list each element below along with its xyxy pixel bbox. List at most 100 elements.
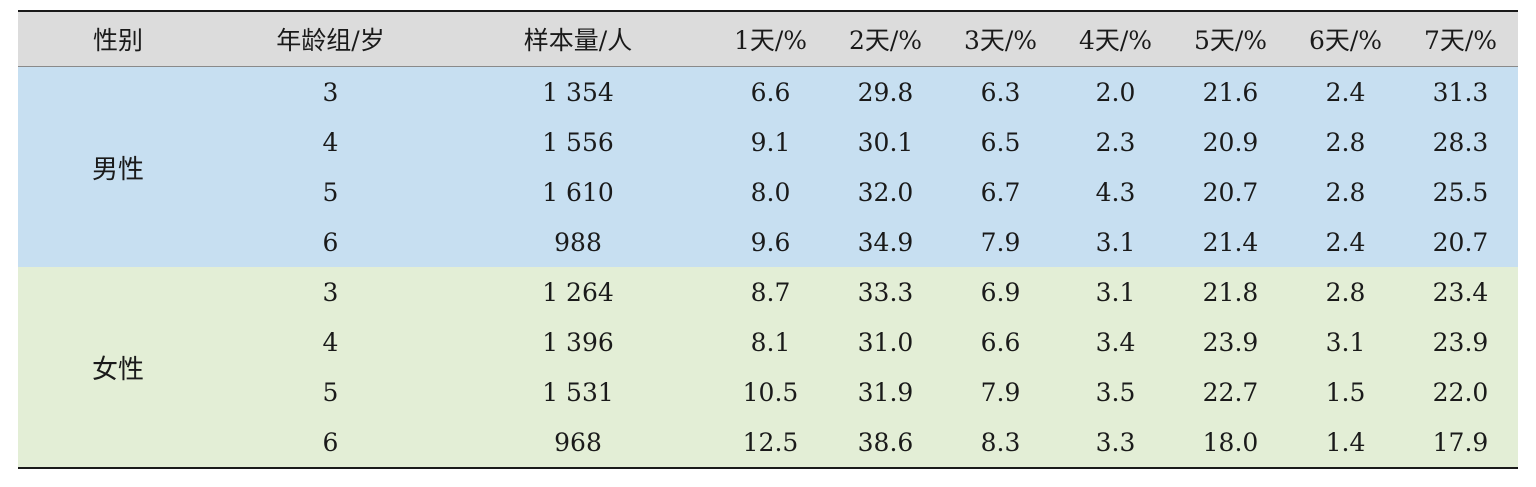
header-day-1: 1天/% — [733, 26, 808, 55]
day-5-cell: 18.0 — [1202, 427, 1259, 457]
table-row: 3 1 354 6.6 29.8 6.3 2.0 21.6 2.4 31.3 — [218, 67, 1518, 117]
day-4-cell: 3.3 — [1095, 427, 1136, 457]
header-day-4: 4天/% — [1078, 26, 1153, 55]
day-1-cell: 12.5 — [742, 427, 799, 457]
day-5-cell: 21.8 — [1202, 277, 1259, 307]
day-4-cell: 3.1 — [1095, 277, 1136, 307]
day-5-cell: 20.7 — [1202, 177, 1259, 207]
sample-cell: 968 — [554, 427, 602, 457]
day-5-cell: 22.7 — [1202, 377, 1259, 407]
day-4-cell: 3.4 — [1095, 327, 1136, 357]
age-cell: 3 — [322, 77, 339, 107]
table-row: 5 1 610 8.0 32.0 6.7 4.3 20.7 2.8 25.5 — [218, 167, 1518, 217]
sample-cell: 1 610 — [542, 177, 614, 207]
age-cell: 4 — [322, 327, 339, 357]
day-6-cell: 2.4 — [1325, 227, 1366, 257]
header-day-6: 6天/% — [1308, 26, 1383, 55]
day-7-cell: 23.9 — [1432, 327, 1489, 357]
day-6-cell: 2.8 — [1325, 177, 1366, 207]
day-3-cell: 6.5 — [980, 127, 1021, 157]
day-4-cell: 2.0 — [1095, 77, 1136, 107]
day-7-cell: 20.7 — [1432, 227, 1489, 257]
day-2-cell: 33.3 — [857, 277, 914, 307]
day-4-cell: 2.3 — [1095, 127, 1136, 157]
day-3-cell: 6.6 — [980, 327, 1021, 357]
sample-cell: 988 — [554, 227, 602, 257]
day-6-cell: 3.1 — [1325, 327, 1366, 357]
header-day-5: 5天/% — [1193, 26, 1268, 55]
day-3-cell: 7.9 — [980, 227, 1021, 257]
age-cell: 3 — [322, 277, 339, 307]
group-male: 男性 3 1 354 6.6 29.8 6.3 2.0 21.6 2.4 31.… — [18, 67, 1518, 267]
sample-cell: 1 531 — [542, 377, 614, 407]
day-6-cell: 2.8 — [1325, 277, 1366, 307]
day-1-cell: 10.5 — [742, 377, 799, 407]
day-5-cell: 20.9 — [1202, 127, 1259, 157]
header-sex: 性别 — [92, 26, 143, 55]
sample-cell: 1 556 — [542, 127, 614, 157]
age-cell: 6 — [322, 427, 339, 457]
table-header: 性别 年龄组/岁 样本量/人 1天/% 2天/% 3天/% 4天/% 5天/% … — [18, 12, 1518, 67]
age-cell: 4 — [322, 127, 339, 157]
day-5-cell: 21.6 — [1202, 77, 1259, 107]
group-male-rows: 3 1 354 6.6 29.8 6.3 2.0 21.6 2.4 31.3 4… — [218, 67, 1518, 267]
age-cell: 6 — [322, 227, 339, 257]
header-age-group: 年龄组/岁 — [276, 26, 385, 55]
table-row: 3 1 264 8.7 33.3 6.9 3.1 21.8 2.8 23.4 — [218, 267, 1518, 317]
day-2-cell: 30.1 — [857, 127, 914, 157]
sex-label-female: 女性 — [91, 354, 144, 385]
day-6-cell: 2.8 — [1325, 127, 1366, 157]
day-3-cell: 8.3 — [980, 427, 1021, 457]
header-sample-size: 样本量/人 — [523, 26, 633, 55]
group-female: 女性 3 1 264 8.7 33.3 6.9 3.1 21.8 2.8 23.… — [18, 267, 1518, 467]
header-day-7: 7天/% — [1423, 26, 1498, 55]
age-cell: 5 — [322, 177, 339, 207]
day-1-cell: 8.0 — [750, 177, 791, 207]
day-2-cell: 38.6 — [857, 427, 914, 457]
day-1-cell: 9.1 — [750, 127, 791, 157]
group-female-rows: 3 1 264 8.7 33.3 6.9 3.1 21.8 2.8 23.4 4… — [218, 267, 1518, 467]
day-7-cell: 23.4 — [1432, 277, 1489, 307]
day-3-cell: 6.9 — [980, 277, 1021, 307]
day-2-cell: 29.8 — [857, 77, 914, 107]
day-6-cell: 2.4 — [1325, 77, 1366, 107]
day-3-cell: 6.7 — [980, 177, 1021, 207]
day-2-cell: 31.9 — [857, 377, 914, 407]
data-table: 性别 年龄组/岁 样本量/人 1天/% 2天/% 3天/% 4天/% 5天/% … — [18, 10, 1518, 469]
day-6-cell: 1.5 — [1325, 377, 1366, 407]
day-2-cell: 32.0 — [857, 177, 914, 207]
day-6-cell: 1.4 — [1325, 427, 1366, 457]
day-7-cell: 31.3 — [1432, 77, 1489, 107]
day-7-cell: 28.3 — [1432, 127, 1489, 157]
day-3-cell: 7.9 — [980, 377, 1021, 407]
day-1-cell: 9.6 — [750, 227, 791, 257]
day-7-cell: 25.5 — [1432, 177, 1489, 207]
top-rule — [18, 10, 1518, 12]
day-1-cell: 8.7 — [750, 277, 791, 307]
sample-cell: 1 396 — [542, 327, 614, 357]
sample-cell: 1 354 — [542, 77, 614, 107]
day-4-cell: 3.5 — [1095, 377, 1136, 407]
age-cell: 5 — [322, 377, 339, 407]
sex-label-male: 男性 — [91, 154, 144, 185]
day-2-cell: 34.9 — [857, 227, 914, 257]
day-7-cell: 17.9 — [1432, 427, 1489, 457]
header-day-2: 2天/% — [848, 26, 923, 55]
header-day-3: 3天/% — [963, 26, 1038, 55]
day-5-cell: 21.4 — [1202, 227, 1259, 257]
day-3-cell: 6.3 — [980, 77, 1021, 107]
day-4-cell: 4.3 — [1095, 177, 1136, 207]
table-row: 4 1 396 8.1 31.0 6.6 3.4 23.9 3.1 23.9 — [218, 317, 1518, 367]
bottom-rule — [18, 467, 1518, 469]
table-row: 6 988 9.6 34.9 7.9 3.1 21.4 2.4 20.7 — [218, 217, 1518, 267]
table-row: 4 1 556 9.1 30.1 6.5 2.3 20.9 2.8 28.3 — [218, 117, 1518, 167]
table-row: 6 968 12.5 38.6 8.3 3.3 18.0 1.4 17.9 — [218, 417, 1518, 467]
day-1-cell: 8.1 — [750, 327, 791, 357]
day-7-cell: 22.0 — [1432, 377, 1489, 407]
day-4-cell: 3.1 — [1095, 227, 1136, 257]
day-2-cell: 31.0 — [857, 327, 914, 357]
day-5-cell: 23.9 — [1202, 327, 1259, 357]
sample-cell: 1 264 — [542, 277, 614, 307]
day-1-cell: 6.6 — [750, 77, 791, 107]
table-row: 5 1 531 10.5 31.9 7.9 3.5 22.7 1.5 22.0 — [218, 367, 1518, 417]
